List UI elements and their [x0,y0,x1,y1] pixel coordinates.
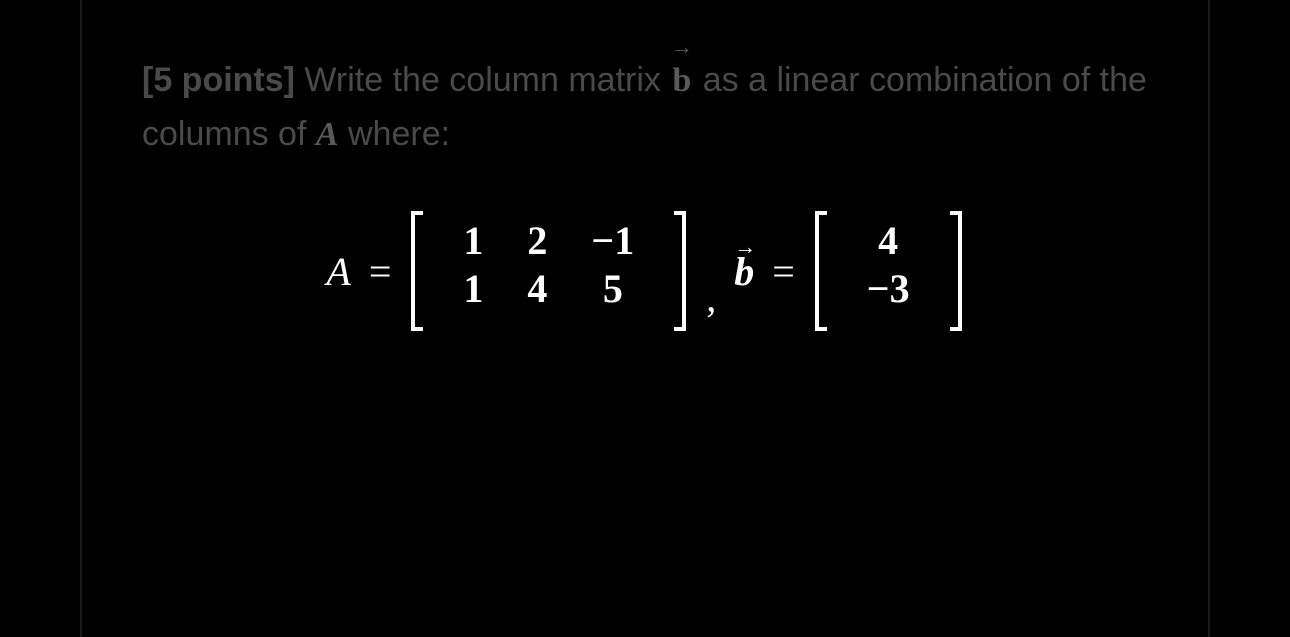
cell-A-0-2: −1 [569,217,656,265]
cell-A-1-0: 1 [441,265,505,313]
right-bracket-icon [946,211,964,331]
cell-A-1-1: 4 [505,265,569,313]
left-bracket-icon [409,211,427,331]
prompt-text-1: Write the column matrix [295,61,670,99]
vector-b-inline: →b [670,55,693,108]
b-label: → b [734,248,754,295]
right-bracket-icon [670,211,688,331]
matrix-A-cells: 1 2 −1 1 4 5 [427,211,670,331]
cell-b-0: 4 [845,217,932,265]
cell-A-1-2: 5 [569,265,656,313]
equals-sign-1: = [369,248,392,295]
cell-A-0-0: 1 [441,217,505,265]
matrix-A: 1 2 −1 1 4 5 [409,211,688,331]
separator-comma: , [706,274,716,331]
vector-b: 4 −3 [813,211,964,331]
A-label: A [326,248,350,295]
left-bracket-icon [813,211,831,331]
prompt-text-3: where: [339,115,451,153]
problem-prompt: [5 points] Write the column matrix →b as… [142,54,1148,161]
equals-sign-2: = [772,248,795,295]
vector-b-cells: 4 −3 [831,211,946,331]
cell-A-0-1: 2 [505,217,569,265]
b-symbol: b [672,62,691,99]
points-label: [5 points] [142,61,295,99]
matrix-A-inline: A [316,116,339,153]
math-display: A = 1 2 −1 1 4 5 [142,211,1148,331]
cell-b-1: −3 [845,265,932,313]
slide-frame: [5 points] Write the column matrix →b as… [80,0,1210,637]
